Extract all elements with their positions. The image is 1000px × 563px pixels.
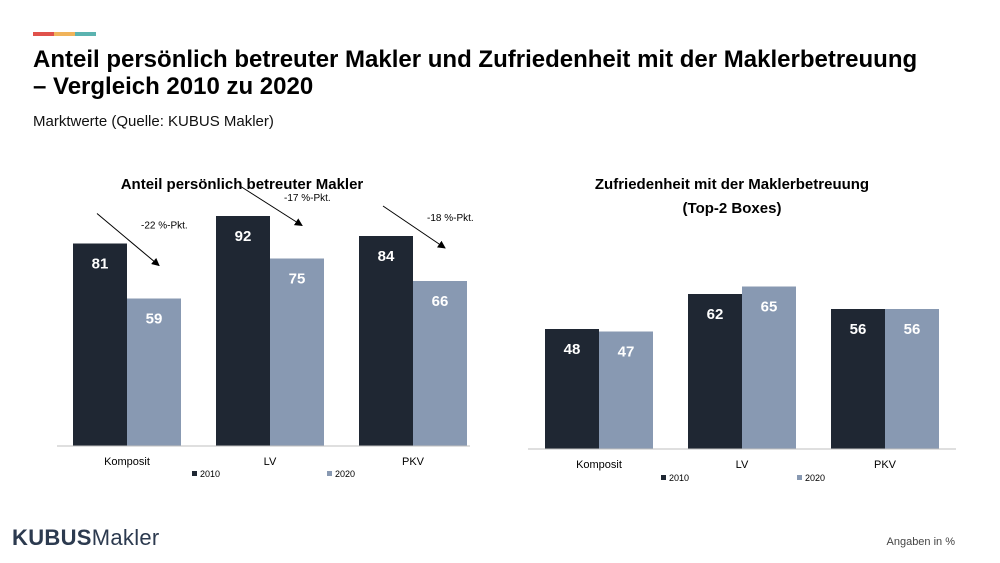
bar-komposit-2020: [127, 298, 181, 446]
accent-bar: [33, 32, 96, 36]
page-subtitle: Marktwerte (Quelle: KUBUS Makler): [33, 113, 274, 130]
footnote-units: Angaben in %: [886, 536, 956, 548]
category-label: LV: [736, 459, 749, 471]
bar-value-label: 66: [432, 293, 449, 310]
bar-komposit-2020: [599, 331, 653, 449]
bar-pkv-2020: [885, 309, 939, 449]
change-annotation: -18 %-Pkt.: [427, 213, 474, 224]
legend-label-2010: 2010: [669, 473, 689, 483]
category-label: PKV: [402, 456, 425, 468]
legend-label-2020: 2020: [335, 469, 355, 479]
category-label: PKV: [874, 459, 897, 471]
accent-orange: [54, 32, 75, 36]
legend-label-2010: 2010: [200, 469, 220, 479]
bar-komposit-2010: [545, 329, 599, 449]
bar-value-label: 47: [618, 344, 635, 361]
bar-pkv-2010: [831, 309, 885, 449]
change-arrow: [239, 185, 303, 227]
bar-pkv-2010: [359, 236, 413, 446]
legend-swatch-2010: [192, 471, 197, 476]
bar-lv-2010: [688, 294, 742, 449]
bar-value-label: 81: [92, 256, 109, 273]
bar-pkv-2020: [413, 281, 467, 446]
bar-value-label: 92: [235, 228, 252, 245]
category-label: Komposit: [104, 456, 150, 468]
bar-value-label: 62: [707, 306, 724, 323]
bar-value-label: 56: [850, 321, 867, 338]
chart-title: Anteil persönlich betreuter Makler: [121, 176, 364, 193]
bar-komposit-2010: [73, 243, 127, 446]
bar-value-label: 59: [146, 311, 163, 328]
bar-value-label: 84: [378, 248, 395, 265]
kubus-makler-logo: KUBUSMakler: [12, 525, 160, 550]
legend-label-2020: 2020: [805, 473, 825, 483]
page-title: Anteil persönlich betreuter Makler und Z…: [33, 46, 918, 100]
category-label: LV: [264, 456, 277, 468]
bar-lv-2020: [742, 286, 796, 449]
accent-teal: [75, 32, 96, 36]
chart-subtitle: (Top-2 Boxes): [683, 200, 782, 217]
bar-lv-2010: [216, 216, 270, 446]
bar-value-label: 56: [904, 321, 921, 338]
bar-value-label: 48: [564, 341, 581, 358]
change-annotation: -22 %-Pkt.: [141, 221, 188, 232]
category-label: Komposit: [576, 459, 622, 471]
legend-swatch-2010: [661, 475, 666, 480]
accent-red: [33, 32, 54, 36]
legend-swatch-2020: [797, 475, 802, 480]
bar-lv-2020: [270, 258, 324, 446]
change-arrow: [382, 205, 446, 249]
bar-value-label: 65: [761, 299, 778, 316]
legend-swatch-2020: [327, 471, 332, 476]
change-arrow: [96, 213, 160, 267]
chart-title: Zufriedenheit mit der Maklerbetreuung: [595, 176, 869, 193]
bar-value-label: 75: [289, 271, 306, 288]
change-annotation: -17 %-Pkt.: [284, 193, 331, 204]
